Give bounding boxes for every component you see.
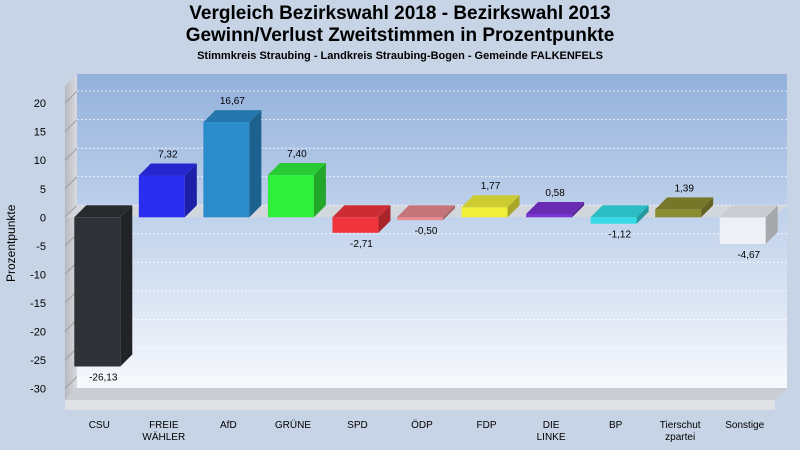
bar-value-label: 1,39	[674, 183, 694, 194]
bar-front	[590, 217, 637, 224]
bar-front	[267, 175, 314, 218]
bar-top	[655, 197, 714, 210]
x-tick-label: Sonstige	[725, 420, 764, 431]
bar-top	[267, 163, 326, 176]
gridline-side	[64, 90, 78, 104]
x-tick-label: FREIE	[149, 420, 179, 431]
chart-subtitle: Gewinn/Verlust Zweitstimmen in Prozentpu…	[185, 25, 615, 46]
bar-side	[507, 195, 520, 218]
chart-titles: Vergleich Bezirkswahl 2018 - Bezirkswahl…	[0, 3, 800, 62]
bar-value-label: 7,32	[158, 150, 178, 161]
bar-side	[249, 110, 262, 218]
plot-back-wall	[77, 74, 787, 388]
chart-subtitle-2: Stimmkreis Straubing - Landkreis Straubi…	[197, 50, 603, 62]
x-tick-label: WÄHLER	[142, 431, 185, 443]
x-tick-label: ÖDP	[411, 419, 433, 431]
bar-top	[138, 163, 197, 176]
y-tick-label: 5	[40, 184, 46, 196]
x-tick-label: FDP	[477, 420, 497, 431]
gridline-side	[64, 176, 78, 190]
bar-value-label: -4,67	[737, 250, 760, 261]
bar-value-label: 1,77	[481, 181, 501, 192]
x-tick-label: GRÜNE	[275, 419, 311, 431]
y-tick-label: 10	[34, 155, 46, 167]
bar-side	[313, 163, 326, 218]
bar-front	[332, 217, 379, 233]
bar-side	[184, 163, 197, 218]
plot-floor	[65, 388, 787, 400]
bar-top	[332, 205, 391, 218]
bar-top	[590, 205, 649, 218]
y-tick-label: -10	[30, 269, 46, 281]
bar-top	[461, 195, 520, 208]
chart-title: Vergleich Bezirkswahl 2018 - Bezirkswahl…	[189, 3, 611, 24]
bar	[461, 195, 520, 218]
gridline-side	[64, 119, 78, 133]
bar	[74, 205, 133, 367]
bar-side	[378, 205, 391, 233]
y-tick-label: -5	[36, 241, 46, 253]
x-tick-label: SPD	[347, 420, 368, 431]
plot-floor-front	[65, 400, 775, 410]
bar-front	[526, 213, 573, 218]
bar	[267, 163, 326, 218]
y-tick-label: -25	[30, 355, 46, 367]
bar-front	[719, 217, 766, 244]
x-tick-label: zpartei	[665, 432, 695, 443]
plot-side-wall	[65, 74, 77, 400]
x-tick-label: AfD	[220, 420, 237, 431]
bar-front	[397, 217, 443, 221]
x-tick-label: LINKE	[537, 432, 566, 443]
bar-front	[655, 209, 702, 218]
bar	[397, 205, 455, 221]
bar	[719, 205, 778, 244]
bar-top	[526, 201, 585, 214]
x-tick-label: CSU	[89, 420, 110, 431]
bar-value-label: -2,71	[350, 239, 373, 250]
gridline-side	[64, 376, 78, 389]
gridline-side	[64, 204, 78, 218]
bar-front	[461, 207, 508, 218]
bar-value-label: 7,40	[287, 149, 307, 160]
bar-top	[397, 205, 455, 218]
bar-value-label: 0,58	[545, 188, 565, 199]
bar-front	[74, 217, 121, 367]
bar-value-label: -1,12	[608, 230, 631, 241]
bar-top	[74, 205, 133, 218]
bar	[332, 205, 391, 233]
bar	[526, 201, 585, 218]
y-tick-label: -20	[30, 326, 46, 338]
bar-value-label: -26,13	[89, 372, 118, 383]
y-tick-label: 0	[40, 212, 46, 224]
bar-top	[719, 205, 778, 218]
x-tick-label: Tierschut	[660, 420, 701, 431]
bar-top	[203, 110, 262, 123]
y-tick-label: 15	[34, 127, 46, 139]
y-tick-label: -15	[30, 298, 46, 310]
bar-side	[443, 205, 455, 221]
bar-value-label: 16,67	[220, 96, 245, 107]
bar-side	[120, 205, 133, 367]
bar-value-label: -0,50	[415, 226, 438, 237]
bar	[138, 163, 197, 218]
bar	[655, 197, 714, 218]
bar-front	[138, 175, 185, 218]
bar-front	[203, 122, 250, 218]
x-tick-label: BP	[609, 420, 623, 431]
bar-side	[636, 205, 649, 224]
y-axis-label: Prozentpunkte	[4, 204, 18, 282]
y-tick-label: 20	[34, 98, 46, 110]
gridline-side	[64, 147, 78, 161]
y-tick-label: -30	[30, 384, 46, 396]
bar	[590, 205, 649, 224]
bar-side	[572, 201, 585, 218]
x-tick-label: DIE	[543, 420, 560, 431]
bar	[203, 110, 262, 218]
bar-side	[701, 197, 714, 218]
bar-side	[765, 205, 778, 244]
